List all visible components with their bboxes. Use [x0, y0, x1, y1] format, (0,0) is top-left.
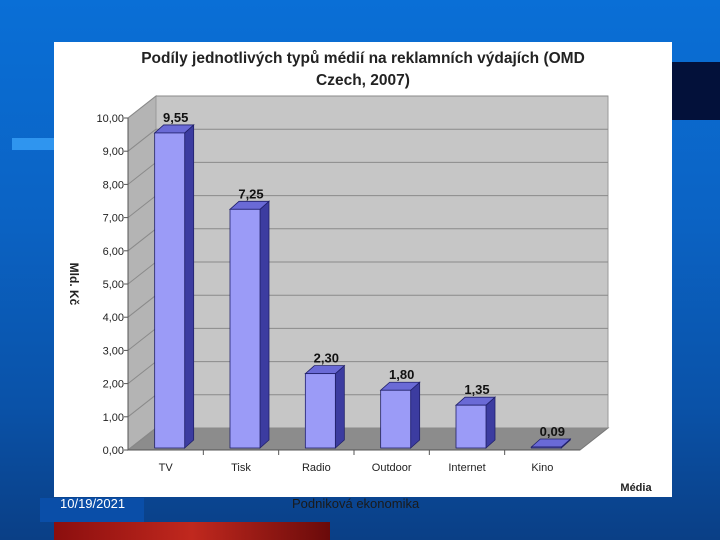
decorative-light-bar — [12, 138, 56, 150]
y-tick-label: 3,00 — [103, 345, 124, 357]
gridline-side — [127, 228, 157, 252]
bar-side — [485, 396, 496, 449]
data-label: 2,30 — [314, 351, 339, 366]
gridline-side — [127, 294, 157, 318]
decorative-footer-block — [40, 498, 144, 522]
data-label: 0,09 — [540, 424, 565, 439]
decorative-dark-block — [672, 62, 720, 120]
bar — [228, 200, 271, 449]
decorative-red-bar — [54, 522, 330, 540]
x-tick-label: Radio — [302, 462, 331, 474]
x-tick-label: Kino — [531, 462, 553, 474]
y-tick-label: 1,00 — [103, 412, 124, 424]
data-label: 9,55 — [163, 110, 188, 125]
y-tick-label: 10,00 — [96, 113, 124, 125]
bar-front — [455, 404, 487, 449]
gridline-side — [127, 195, 157, 218]
y-tick-label: 6,00 — [103, 246, 124, 258]
chart-title-line-1: Podíly jednotlivých typů médií na reklam… — [141, 50, 585, 67]
x-tick-label: TV — [159, 462, 174, 474]
bar — [379, 381, 421, 449]
y-tick-label: 7,00 — [103, 213, 124, 225]
bar-front — [380, 389, 412, 449]
gridline-side — [127, 361, 157, 384]
bar-side — [334, 364, 345, 449]
chart-title: Podíly jednotlivých typů médií na reklam… — [54, 48, 672, 92]
x-tick-label: Outdoor — [372, 462, 412, 474]
y-tick-label: 4,00 — [103, 312, 124, 324]
bar-side — [410, 381, 421, 449]
bar-side — [259, 200, 270, 449]
gridline-side — [127, 162, 157, 185]
bar-front — [154, 132, 186, 449]
gridline-side — [127, 394, 157, 418]
bar-front — [304, 373, 336, 449]
data-label: 7,25 — [238, 186, 263, 201]
data-label: 1,35 — [464, 382, 489, 397]
y-axis-label: Mld. Kč — [67, 263, 81, 306]
slide-footer-title: Podniková ekonomika — [292, 496, 420, 511]
y-tick-label: 8,00 — [103, 179, 124, 191]
bar-front — [229, 208, 261, 449]
bar — [530, 438, 572, 449]
bar — [454, 396, 497, 449]
bar-side — [184, 124, 195, 449]
bar — [304, 364, 346, 449]
y-tick-label: 2,00 — [103, 379, 124, 391]
x-tick-label: Internet — [448, 462, 485, 474]
bar — [153, 124, 195, 449]
gridline-side — [127, 261, 157, 285]
data-label: 1,80 — [389, 367, 414, 382]
plot-area: 0,00 1,00 2,00 3,00 4,00 5,00 6,00 7,00 8,00 9,00… — [96, 94, 610, 474]
y-tick-label: 5,00 — [103, 279, 124, 291]
x-axis-label: Média — [620, 482, 652, 494]
x-tick-label: Tisk — [231, 462, 251, 474]
chart-panel: Podíly jednotlivých typů médií na reklam… — [54, 42, 672, 497]
gridline-side — [127, 427, 157, 451]
y-tick-label: 9,00 — [103, 146, 124, 158]
chart-title-line-2: Czech, 2007) — [316, 72, 410, 89]
gridline-side — [127, 95, 157, 119]
y-tick-label: 0,00 — [103, 445, 124, 457]
gridline-side — [127, 128, 157, 152]
bar-front — [530, 446, 562, 449]
gridline-side — [127, 328, 157, 351]
bar-chart: 0,00 1,00 2,00 3,00 4,00 5,00 6,00 7,00 8,00 9,00… — [67, 94, 652, 494]
slide-date: 10/19/2021 — [60, 496, 126, 511]
